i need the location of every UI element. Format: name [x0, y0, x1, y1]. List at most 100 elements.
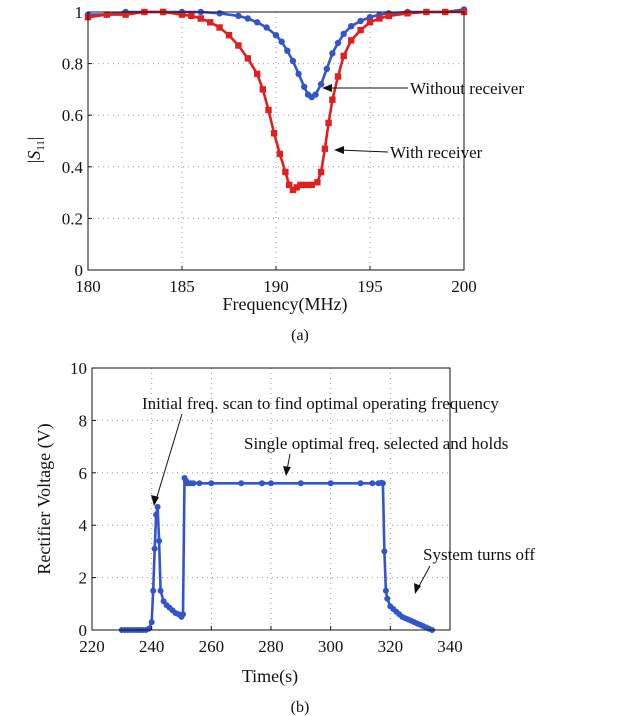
panel-b-series-0-point-16: [157, 587, 164, 594]
panel-b: 220 240 260 280 300 320 340 0 2 4 6 8 10 Time(s) Rec…: [34, 359, 535, 716]
panel-a-series-1-point-24: [308, 181, 315, 189]
panel-b-series-0-point-14: [154, 503, 161, 510]
panel-a-series-0-point-14: [284, 47, 291, 54]
panel-b-series-0-point-42: [381, 548, 388, 555]
panel-b-xtick-label-6: 340: [437, 637, 463, 656]
panel-a-ytick-label-0: 0: [75, 261, 84, 280]
panel-a-series-0-point-21: [317, 81, 325, 88]
panel-a-series-0-point-11: [263, 24, 270, 31]
panel-a-series-1-point-31: [340, 52, 347, 60]
panel-a-series-1-line: [87, 10, 464, 192]
panel-a-series-1-point-18: [282, 168, 289, 176]
panel-a-ytick-label-4: 0.8: [62, 55, 83, 74]
panel-a-series-1-point-12: [244, 55, 251, 62]
panel-b-annotation-initial-scan: Initial freq. scan to find optimal opera…: [142, 394, 499, 413]
panel-a-series-0-point-8: [235, 12, 242, 20]
panel-a-series-1-point-6: [188, 12, 195, 20]
panel-a-ytick-label-3: 0.6: [62, 106, 83, 125]
panel-a-series-1-point-26: [317, 168, 325, 176]
panel-a-series-layer: [84, 6, 468, 194]
panel-a-series-0-point-10: [254, 19, 261, 26]
panel-b-series-0-point-36: [327, 480, 334, 487]
panel-a-ylabel: |S11|: [24, 137, 47, 164]
panel-a-xtick-label-3: 195: [357, 277, 383, 296]
panel-a-xtick-label-1: 185: [169, 277, 195, 296]
panel-b-series-0-point-10: [148, 619, 155, 626]
panel-a-series-0-point-22: [323, 65, 330, 73]
panel-a-series-1-point-7: [197, 15, 204, 22]
panel-b-ytick-label-0: 0: [79, 621, 88, 640]
panel-b-series-0-point-11: [150, 587, 157, 594]
panel-a-series-1-point-21: [293, 184, 300, 191]
panel-b-xlabel: Time(s): [242, 666, 298, 687]
panel-b-arrow-initial-scan: [155, 413, 183, 501]
panel-b-series-0-point-24: [180, 611, 186, 618]
panel-a-series-1-point-19: [286, 181, 293, 189]
panel-b-series-0-point-32: [238, 480, 245, 487]
panel-a-annotation-without-receiver: Without receiver: [410, 79, 524, 98]
panel-b-series-0-point-31: [208, 480, 215, 487]
panel-a-ytick-label-2: 0.4: [62, 158, 84, 177]
panel-b-xtick-label-4: 300: [318, 637, 344, 656]
panel-a-ytick-label-5: 1: [75, 3, 84, 22]
panel-b-annotation-turns-off: System turns off: [423, 545, 535, 564]
panel-a-series-0-point-20: [312, 91, 319, 98]
panel-b-series-0-point-13: [153, 511, 160, 518]
panel-a-series-0-point-26: [348, 23, 355, 30]
panel-a-series-0-point-25: [340, 30, 347, 38]
panel-b-arrowhead-turns-off: [414, 583, 421, 594]
panel-b-series-layer: [118, 475, 436, 633]
panel-a-series-0-point-23: [329, 50, 336, 57]
panel-b-caption: (b): [291, 699, 310, 716]
panel-b-ytick-label-1: 2: [79, 569, 88, 588]
panel-a-xtick-label-0: 180: [75, 277, 101, 296]
panel-b-arrowhead-initial-scan: [151, 495, 159, 506]
panel-a-tick-layer: 180 185 190 195 200 0 0.2 0.4 0.6 0.8 1: [62, 3, 477, 296]
panel-b-grid: [92, 368, 450, 630]
panel-a-series-0-point-9: [244, 15, 251, 22]
panel-a-series-1-point-34: [366, 19, 374, 26]
panel-b-series-0-point-44: [384, 595, 391, 602]
panel-a-series-0-point-16: [295, 70, 302, 78]
panel-a-arrow-with-receiver: [337, 149, 389, 153]
panel-b-series-0-point-34: [268, 480, 274, 487]
panel-a-series-1-point-25: [314, 179, 321, 186]
panel-b-ytick-label-4: 8: [79, 411, 88, 430]
panel-a-ytick-label-1: 0.2: [62, 209, 83, 228]
panel-a-grid: [88, 12, 464, 270]
panel-b-xtick-label-1: 240: [139, 637, 165, 656]
panel-a-series-1-point-9: [216, 24, 223, 31]
panel-a-series-1-point-29: [329, 96, 336, 103]
panel-b-ytick-label-2: 4: [79, 516, 88, 535]
panel-a-xtick-label-4: 200: [451, 277, 477, 296]
panel-a-series-1-point-32: [348, 37, 355, 44]
panel-b-xtick-label-5: 320: [378, 637, 404, 656]
panel-b-xtick-label-0: 220: [79, 637, 105, 656]
panel-a-series-0-point-13: [278, 38, 285, 45]
panel-b-series-0-point-38: [369, 480, 376, 487]
panel-a-series-1-point-20: [289, 186, 297, 194]
panel-b-arrow-turns-off: [417, 565, 431, 589]
panel-a-xlabel: Frequency(MHz): [223, 294, 348, 315]
panel-a-series-1-point-36: [385, 12, 392, 20]
panel-b-ylabel: Rectifier Voltage (V): [34, 423, 55, 574]
panel-a-series-1-point-13: [254, 70, 261, 78]
panel-a-series-1-point-11: [235, 42, 242, 49]
panel-a-series-0-point-27: [357, 17, 364, 25]
panel-b-xtick-label-3: 280: [258, 637, 284, 656]
panel-a-series-1-point-37: [404, 10, 411, 17]
panel-a-series-1-point-33: [357, 26, 364, 34]
panel-a-series-1-point-15: [265, 106, 272, 114]
panel-a-series-1-point-16: [270, 130, 278, 137]
panel-a-series-1-point-8: [207, 19, 214, 26]
panel-b-arrowhead-optimal-freq: [283, 466, 291, 476]
panel-b-series-0-point-41: [379, 480, 386, 487]
panel-a-caption: (a): [291, 327, 309, 344]
panel-a-series-0-point-12: [272, 32, 280, 39]
panel-a-series-1-point-28: [325, 119, 332, 127]
panel-a-series-1-point-10: [225, 32, 233, 39]
panel-b-xtick-label-2: 260: [199, 637, 225, 656]
panel-a: 180 185 190 195 200 0 0.2 0.4 0.6 0.8 1 Frequency(…: [24, 3, 524, 344]
panel-a-xtick-label-2: 190: [263, 277, 289, 296]
panel-a-series-1-point-17: [276, 150, 283, 158]
